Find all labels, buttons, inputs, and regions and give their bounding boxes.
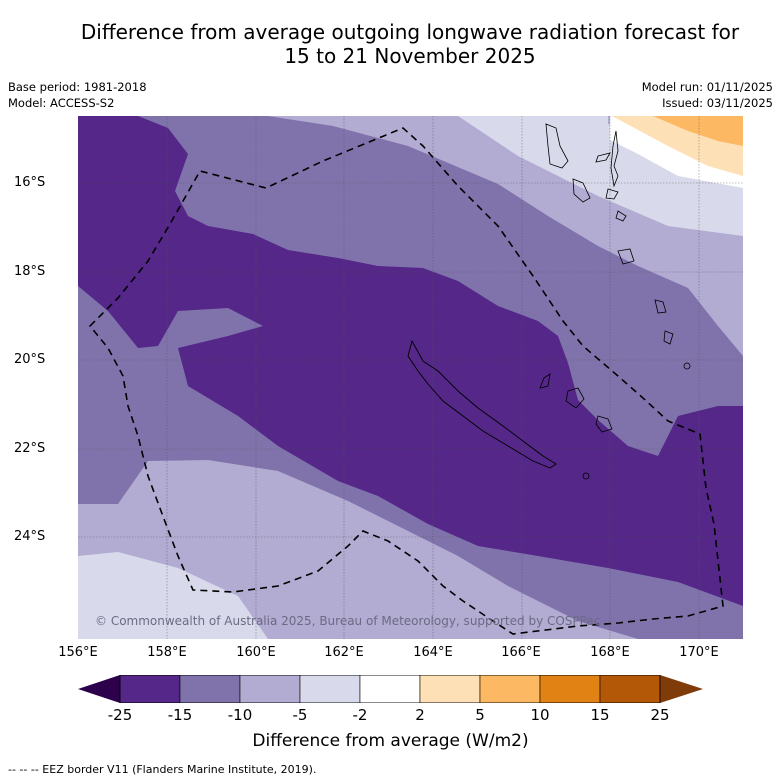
model-run: Model run: 01/11/2025 bbox=[641, 80, 773, 94]
vanuatu-espiritu-santo bbox=[545, 123, 569, 169]
y-tick-22s: 22°S bbox=[14, 441, 46, 456]
vanuatu-malekula bbox=[572, 178, 591, 203]
loyalty-island-3 bbox=[595, 415, 613, 433]
x-tick-162e: 162°E bbox=[324, 645, 364, 660]
x-tick-160e: 160°E bbox=[236, 645, 276, 660]
colorbar-tick-label: 25 bbox=[650, 706, 670, 724]
meta-right: Model run: 01/11/2025 Issued: 03/11/2025 bbox=[642, 79, 773, 111]
model-name: Model: ACCESS-S2 bbox=[8, 96, 115, 110]
vanuatu-ambrym bbox=[605, 188, 619, 200]
copyright-notice: © Commonwealth of Australia 2025, Bureau… bbox=[95, 614, 601, 628]
colorbar-cell bbox=[539, 675, 601, 703]
x-tick-170e: 170°E bbox=[679, 645, 719, 660]
vanuatu-tanna bbox=[663, 330, 674, 345]
contour-minus5-to-minus2-south bbox=[78, 552, 268, 639]
map-panel bbox=[78, 116, 743, 639]
base-period: Base period: 1981-2018 bbox=[8, 80, 147, 94]
colorbar-title: Difference from average (W/m2) bbox=[252, 731, 529, 751]
colorbar-tick-label: -25 bbox=[107, 706, 133, 724]
loyalty-island-2 bbox=[565, 387, 585, 409]
colorbar-tick-label: -5 bbox=[292, 706, 308, 724]
title-line-2: 15 to 21 November 2025 bbox=[284, 44, 536, 68]
colorbar-tick-label: -10 bbox=[227, 706, 253, 724]
vanuatu-efate bbox=[617, 248, 635, 265]
y-tick-16s: 16°S bbox=[14, 175, 46, 190]
meta-left: Base period: 1981-2018 Model: ACCESS-S2 bbox=[8, 79, 147, 111]
vanuatu-epi bbox=[615, 210, 627, 222]
colorbar-cell bbox=[299, 675, 361, 703]
y-tick-24s: 24°S bbox=[14, 529, 46, 544]
x-tick-164e: 164°E bbox=[413, 645, 453, 660]
colorbar-cell bbox=[239, 675, 301, 703]
colorbar-tick-label: 5 bbox=[475, 706, 485, 724]
contour-5-to-10 bbox=[653, 116, 743, 146]
x-tick-168e: 168°E bbox=[590, 645, 630, 660]
colorbar-tick-label: 2 bbox=[415, 706, 425, 724]
vanuatu-erromango bbox=[654, 299, 667, 314]
colorbar-under-triangle bbox=[78, 675, 120, 703]
colorbar-cell bbox=[479, 675, 541, 703]
chart-title: Difference from average outgoing longwav… bbox=[0, 20, 781, 68]
contour-minus5-to-minus2 bbox=[458, 116, 743, 236]
y-tick-20s: 20°S bbox=[14, 352, 46, 367]
eez-border bbox=[88, 127, 724, 635]
loyalty-island-1 bbox=[539, 373, 551, 389]
x-tick-166e: 166°E bbox=[501, 645, 541, 660]
colorbar-cell bbox=[359, 675, 421, 703]
new-caledonia-coastline bbox=[407, 339, 557, 469]
x-tick-158e: 158°E bbox=[147, 645, 187, 660]
y-tick-18s: 18°S bbox=[14, 264, 46, 279]
colorbar-tick-label: 15 bbox=[590, 706, 610, 724]
x-tick-156e: 156°E bbox=[58, 645, 98, 660]
colorbar-cell bbox=[419, 675, 481, 703]
colorbar-tick-label: -15 bbox=[167, 706, 193, 724]
colorbar-cell bbox=[599, 675, 661, 703]
colorbar-cell bbox=[119, 675, 181, 703]
isle-of-pines bbox=[582, 472, 590, 480]
vanuatu-aneityum bbox=[683, 362, 691, 370]
contour-minus25-to-minus15 bbox=[78, 116, 743, 606]
map-svg bbox=[78, 116, 743, 639]
title-line-1: Difference from average outgoing longwav… bbox=[80, 20, 740, 44]
colorbar-cell bbox=[179, 675, 241, 703]
issued-date: Issued: 03/11/2025 bbox=[662, 96, 773, 110]
colorbar-tick-label: -2 bbox=[352, 706, 368, 724]
vanuatu-ambae bbox=[595, 152, 611, 163]
colorbar-over-triangle bbox=[660, 675, 703, 703]
colorbar bbox=[78, 675, 703, 703]
gridlines bbox=[78, 116, 743, 639]
colorbar-tick-label: 10 bbox=[530, 706, 550, 724]
vanuatu-maewo-pentecost bbox=[610, 130, 619, 188]
eez-footnote: -- -- -- EEZ border V11 (Flanders Marine… bbox=[8, 763, 317, 776]
